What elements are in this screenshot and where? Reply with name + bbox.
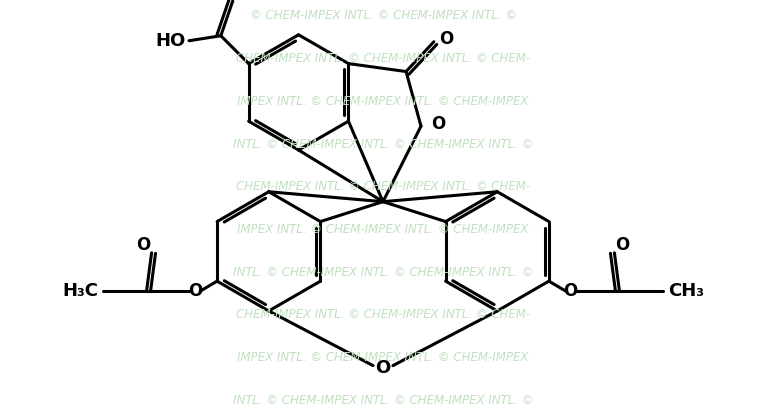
Text: INTL. © CHEM-IMPEX INTL. © CHEM-IMPEX INTL. ©: INTL. © CHEM-IMPEX INTL. © CHEM-IMPEX IN… bbox=[233, 394, 533, 407]
Text: IMPEX INTL. © CHEM-IMPEX INTL. © CHEM-IMPEX: IMPEX INTL. © CHEM-IMPEX INTL. © CHEM-IM… bbox=[237, 351, 529, 364]
Text: © CHEM-IMPEX INTL. © CHEM-IMPEX INTL. ©: © CHEM-IMPEX INTL. © CHEM-IMPEX INTL. © bbox=[250, 9, 516, 22]
Text: O: O bbox=[615, 236, 630, 255]
Text: HO: HO bbox=[155, 32, 186, 50]
Text: CHEM-IMPEX INTL. © CHEM-IMPEX INTL. © CHEM-: CHEM-IMPEX INTL. © CHEM-IMPEX INTL. © CH… bbox=[236, 180, 530, 193]
Text: O: O bbox=[564, 282, 578, 300]
Text: IMPEX INTL. © CHEM-IMPEX INTL. © CHEM-IMPEX: IMPEX INTL. © CHEM-IMPEX INTL. © CHEM-IM… bbox=[237, 95, 529, 108]
Text: O: O bbox=[375, 359, 391, 377]
Text: CHEM-IMPEX INTL. © CHEM-IMPEX INTL. © CHEM-: CHEM-IMPEX INTL. © CHEM-IMPEX INTL. © CH… bbox=[236, 52, 530, 65]
Text: O: O bbox=[136, 236, 151, 255]
Text: IMPEX INTL. © CHEM-IMPEX INTL. © CHEM-IMPEX: IMPEX INTL. © CHEM-IMPEX INTL. © CHEM-IM… bbox=[237, 223, 529, 236]
Text: CH₃: CH₃ bbox=[668, 282, 704, 300]
Text: CHEM-IMPEX INTL. © CHEM-IMPEX INTL. © CHEM-: CHEM-IMPEX INTL. © CHEM-IMPEX INTL. © CH… bbox=[236, 308, 530, 322]
Text: INTL. © CHEM-IMPEX INTL. © CHEM-IMPEX INTL. ©: INTL. © CHEM-IMPEX INTL. © CHEM-IMPEX IN… bbox=[233, 266, 533, 279]
Text: O: O bbox=[188, 282, 202, 300]
Text: H₃C: H₃C bbox=[62, 282, 98, 300]
Text: O: O bbox=[439, 30, 453, 48]
Text: INTL. © CHEM-IMPEX INTL. © CHEM-IMPEX INTL. ©: INTL. © CHEM-IMPEX INTL. © CHEM-IMPEX IN… bbox=[233, 137, 533, 151]
Text: O: O bbox=[431, 115, 445, 133]
